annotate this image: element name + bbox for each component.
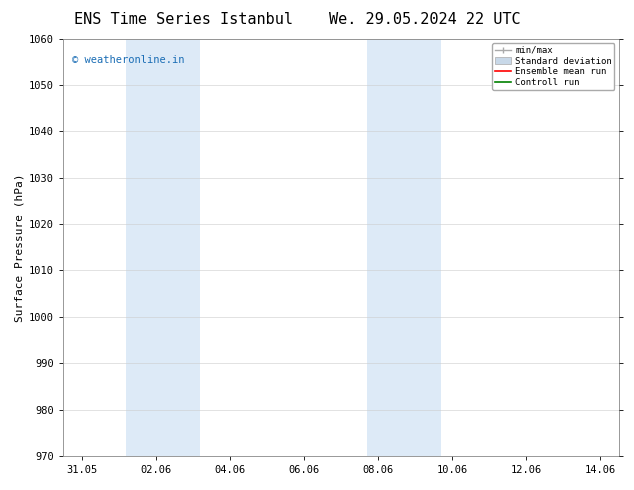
Bar [126,39,163,456]
Y-axis label: Surface Pressure (hPa): Surface Pressure (hPa) [15,173,25,321]
Text: © weatheronline.in: © weatheronline.in [72,55,184,65]
Text: ENS Time Series Istanbul: ENS Time Series Istanbul [74,12,294,27]
Bar [367,39,404,456]
Bar [404,39,441,456]
Text: We. 29.05.2024 22 UTC: We. 29.05.2024 22 UTC [329,12,521,27]
Legend: min/max, Standard deviation, Ensemble mean run, Controll run: min/max, Standard deviation, Ensemble me… [493,43,614,90]
Bar [163,39,200,456]
